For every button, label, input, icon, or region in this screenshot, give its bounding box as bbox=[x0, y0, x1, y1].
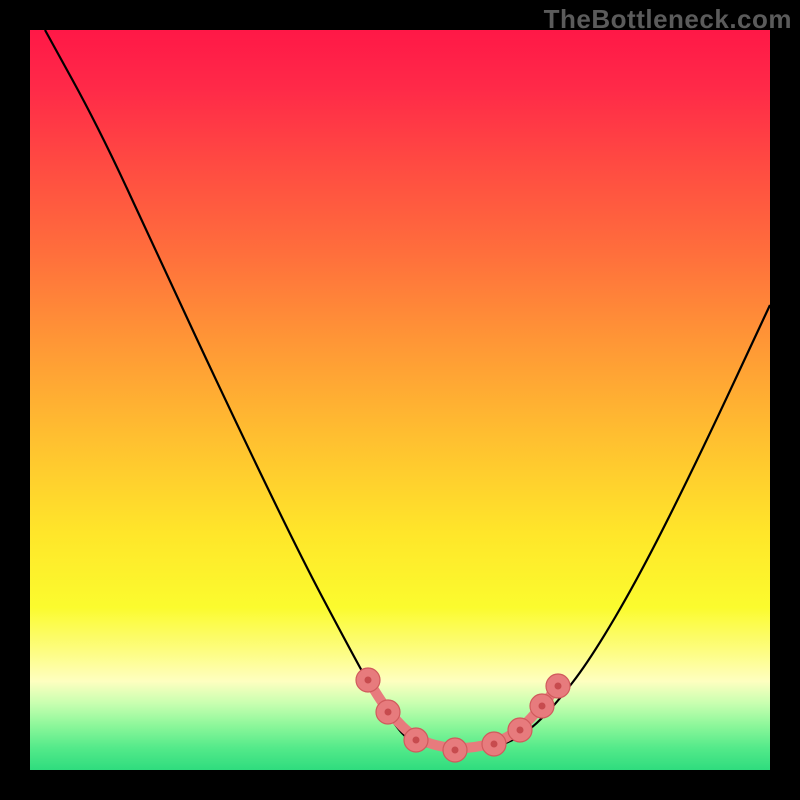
marker-point bbox=[508, 718, 532, 742]
marker-point bbox=[482, 732, 506, 756]
marker-point bbox=[443, 738, 467, 762]
plot-background bbox=[30, 30, 770, 770]
marker-point bbox=[376, 700, 400, 724]
marker-point bbox=[530, 694, 554, 718]
marker-point bbox=[356, 668, 380, 692]
watermark-text: TheBottleneck.com bbox=[544, 4, 792, 35]
chart-svg bbox=[0, 0, 800, 800]
marker-point bbox=[404, 728, 428, 752]
marker-point bbox=[546, 674, 570, 698]
